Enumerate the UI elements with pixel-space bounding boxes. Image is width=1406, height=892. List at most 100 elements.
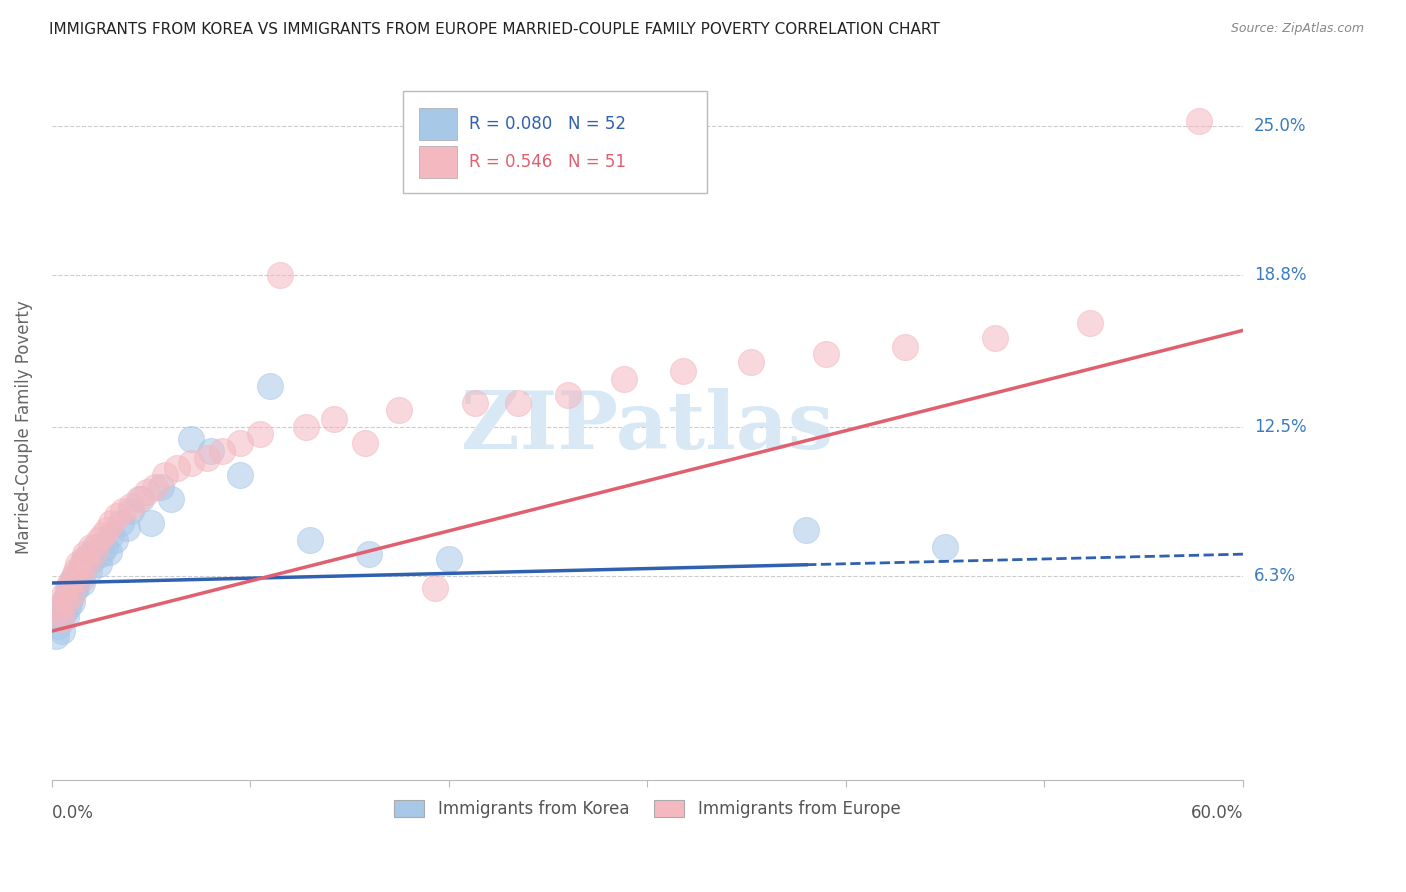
Point xyxy=(51,612,73,626)
Point xyxy=(65,581,87,595)
Point xyxy=(94,540,117,554)
Point xyxy=(52,588,75,602)
Point xyxy=(45,629,67,643)
Point xyxy=(65,576,87,591)
Point xyxy=(120,504,142,518)
Point xyxy=(153,467,176,482)
Text: Source: ZipAtlas.com: Source: ZipAtlas.com xyxy=(1230,22,1364,36)
Point xyxy=(89,533,111,547)
Point xyxy=(76,557,98,571)
Point xyxy=(70,571,93,585)
Point xyxy=(259,378,281,392)
Point xyxy=(52,605,75,619)
Point xyxy=(423,581,446,595)
Point xyxy=(120,499,142,513)
Text: 0.0%: 0.0% xyxy=(52,805,94,822)
FancyBboxPatch shape xyxy=(419,145,457,178)
Point xyxy=(139,516,162,530)
Text: 60.0%: 60.0% xyxy=(1191,805,1243,822)
Point xyxy=(508,395,530,409)
FancyBboxPatch shape xyxy=(419,108,457,140)
Point xyxy=(388,402,411,417)
Point xyxy=(934,540,956,554)
Point xyxy=(100,516,122,530)
Point xyxy=(143,480,166,494)
Point xyxy=(60,595,83,609)
Point xyxy=(70,557,93,571)
Text: IMMIGRANTS FROM KOREA VS IMMIGRANTS FROM EUROPE MARRIED-COUPLE FAMILY POVERTY CO: IMMIGRANTS FROM KOREA VS IMMIGRANTS FROM… xyxy=(49,22,941,37)
Point xyxy=(62,571,84,585)
Point xyxy=(52,595,75,609)
Point xyxy=(59,581,82,595)
Point xyxy=(136,484,159,499)
Point xyxy=(200,443,222,458)
Point xyxy=(269,268,291,282)
Point xyxy=(672,364,695,378)
Point xyxy=(79,564,101,578)
Point xyxy=(295,419,318,434)
Text: R = 0.080   N = 52: R = 0.080 N = 52 xyxy=(468,115,626,133)
Point xyxy=(75,552,97,566)
Point xyxy=(75,547,97,561)
Point xyxy=(65,564,87,578)
Point xyxy=(56,581,79,595)
Point xyxy=(322,412,344,426)
Point xyxy=(894,340,917,354)
Text: 18.8%: 18.8% xyxy=(1254,266,1306,284)
Point xyxy=(56,600,79,615)
Point xyxy=(90,547,112,561)
Point xyxy=(60,588,83,602)
Point xyxy=(51,600,73,615)
Point xyxy=(56,585,79,599)
Point xyxy=(794,523,817,537)
Point xyxy=(84,545,107,559)
Point xyxy=(557,388,579,402)
Y-axis label: Married-Couple Family Poverty: Married-Couple Family Poverty xyxy=(15,300,32,554)
Point xyxy=(66,569,89,583)
Point xyxy=(112,504,135,518)
Point xyxy=(62,569,84,583)
Point xyxy=(104,533,127,547)
Point xyxy=(80,547,103,561)
Point xyxy=(359,547,381,561)
Point xyxy=(249,426,271,441)
Text: 25.0%: 25.0% xyxy=(1254,117,1306,135)
Point xyxy=(740,354,762,368)
Point xyxy=(166,460,188,475)
Point xyxy=(100,528,122,542)
Point xyxy=(354,436,377,450)
Point xyxy=(229,467,252,482)
Point xyxy=(1078,316,1101,330)
Point xyxy=(59,576,82,591)
Point xyxy=(60,576,83,591)
Text: 12.5%: 12.5% xyxy=(1254,417,1306,435)
Point xyxy=(115,521,138,535)
Point xyxy=(128,491,150,506)
Point xyxy=(96,523,118,537)
Point xyxy=(180,456,202,470)
Point xyxy=(437,552,460,566)
Point xyxy=(55,595,77,609)
Point xyxy=(464,395,486,409)
Point xyxy=(1188,114,1211,128)
Point xyxy=(612,371,634,385)
Point xyxy=(66,557,89,571)
Point xyxy=(55,609,77,624)
Point xyxy=(51,624,73,639)
Point xyxy=(70,576,93,591)
Point xyxy=(160,491,183,506)
Point xyxy=(76,557,98,571)
Point xyxy=(814,347,837,361)
Point xyxy=(46,619,69,633)
Point xyxy=(149,480,172,494)
Point xyxy=(59,592,82,607)
Point xyxy=(48,612,70,626)
Point xyxy=(48,605,70,619)
Point xyxy=(129,491,152,506)
Point xyxy=(105,508,128,523)
Point xyxy=(229,436,252,450)
Point xyxy=(195,450,218,465)
Point xyxy=(80,540,103,554)
Point xyxy=(72,561,94,575)
Point xyxy=(180,432,202,446)
